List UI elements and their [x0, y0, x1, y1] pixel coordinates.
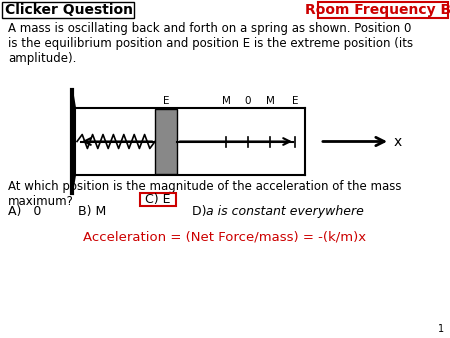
Text: M: M — [266, 96, 274, 106]
Text: Acceleration = (Net Force/mass) = -(k/m)x: Acceleration = (Net Force/mass) = -(k/m)… — [83, 230, 367, 243]
Text: E: E — [292, 96, 298, 106]
Text: A)   0: A) 0 — [8, 205, 41, 218]
Text: M: M — [221, 96, 230, 106]
Text: Clicker Question: Clicker Question — [5, 3, 133, 17]
Text: 1: 1 — [438, 324, 444, 334]
Text: At which position is the magnitude of the acceleration of the mass
maximum?: At which position is the magnitude of th… — [8, 180, 401, 208]
Bar — [318, 2, 448, 18]
Text: D): D) — [192, 205, 211, 218]
Text: A mass is oscillating back and forth on a spring as shown. Position 0
is the equ: A mass is oscillating back and forth on … — [8, 22, 413, 65]
Text: C) E: C) E — [145, 193, 171, 206]
Text: 0: 0 — [245, 96, 251, 106]
Bar — [2, 2, 134, 18]
Text: B) M: B) M — [78, 205, 106, 218]
Bar — [140, 193, 176, 206]
Text: a is constant everywhere: a is constant everywhere — [206, 205, 364, 218]
Text: Room Frequency BA: Room Frequency BA — [305, 3, 450, 17]
Text: x: x — [394, 135, 402, 148]
Text: E: E — [163, 96, 169, 106]
Bar — [155, 109, 177, 174]
